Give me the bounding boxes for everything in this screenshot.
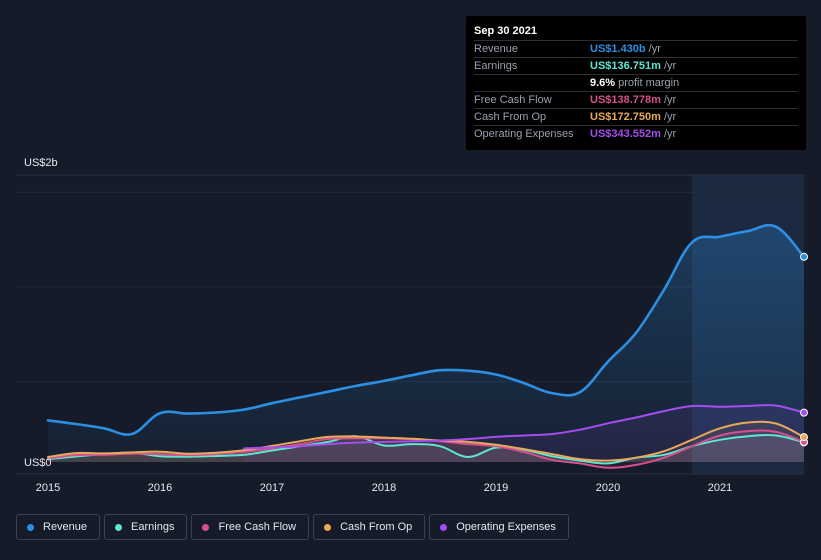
- tooltip-row: Earnings US$136.751m/yr: [474, 58, 798, 75]
- tooltip-row-label: Revenue: [474, 43, 519, 55]
- x-tick-label-2017: 2017: [260, 482, 284, 494]
- revenue-line: [46, 223, 806, 436]
- operating-expenses-line: [243, 404, 805, 450]
- x-tick-label-2019: 2019: [484, 482, 508, 494]
- legend-dot-icon: [440, 523, 448, 531]
- earnings-line: [47, 433, 805, 465]
- x-tick-label-2020: 2020: [596, 482, 620, 494]
- x-tick-label-2021: 2021: [708, 482, 732, 494]
- tooltip-row-value: US$1.430b: [590, 43, 646, 55]
- y-axis-top-label: US$2b: [24, 157, 58, 169]
- tooltip-row-unit: /yr: [648, 43, 661, 55]
- earnings-area: [48, 434, 804, 464]
- tooltip-date: Sep 30 2021: [474, 23, 798, 41]
- tooltip-row-unit: /yr: [663, 128, 677, 140]
- series-lines: [46, 223, 806, 469]
- tooltip-row: Free Cash Flow US$138.778m/yr: [474, 92, 798, 109]
- tooltip-row-label: Cash From Op: [474, 111, 547, 123]
- tooltip-row-unit: /yr: [663, 111, 677, 123]
- legend-item-operating-expenses[interactable]: Operating Expenses: [429, 514, 569, 540]
- legend-dot-icon: [27, 523, 34, 531]
- legend-item-free-cash-flow[interactable]: Free Cash Flow: [191, 514, 310, 540]
- series-end-markers: [800, 252, 808, 447]
- x-axis-ticks: 2015 2016 2017 2018 2019 2020 2021: [36, 482, 732, 494]
- revenue-area: [48, 225, 804, 462]
- tooltip-row-label: Free Cash Flow: [474, 94, 552, 106]
- legend-label: Free Cash Flow: [218, 521, 297, 533]
- tooltip-row-unit: /yr: [663, 60, 677, 72]
- chart: US$2b US$0 2015 2016 2017 2018 2019 2020 2021: [16, 157, 808, 494]
- cash-from-op-end-marker: [800, 433, 808, 442]
- tooltip-row-value: US$138.778m: [590, 94, 661, 106]
- tooltip-row-value: US$172.750m: [590, 111, 661, 123]
- tooltip-row-value: US$343.552m: [590, 128, 661, 140]
- tooltip-row-unit: profit margin: [618, 77, 680, 89]
- legend-item-cash-from-op[interactable]: Cash From Op: [313, 514, 426, 540]
- series-areas: [48, 225, 804, 468]
- legend: Revenue Earnings Free Cash Flow Cash From O…: [16, 514, 569, 542]
- operating-expenses-area: [244, 405, 804, 462]
- tooltip-row: Revenue US$1.430b/yr: [474, 41, 798, 58]
- revenue-end-marker: [800, 252, 808, 261]
- tooltip: Sep 30 2021 Revenue US$1.430b/yr Earnings U…: [466, 16, 806, 150]
- x-tick-label-2016: 2016: [148, 482, 172, 494]
- legend-item-revenue[interactable]: Revenue: [16, 514, 101, 540]
- x-tick-label-2018: 2018: [372, 482, 396, 494]
- tooltip-row-label: Earnings: [474, 60, 518, 72]
- legend-label: Earnings: [131, 521, 175, 533]
- tooltip-row-unit: /yr: [663, 94, 677, 106]
- y-axis-bottom-label: US$0: [24, 457, 52, 469]
- tooltip-row-label: Operating Expenses: [474, 128, 574, 140]
- legend-label: Cash From Op: [340, 521, 413, 533]
- legend-label: Operating Expenses: [456, 521, 556, 533]
- legend-item-earnings[interactable]: Earnings: [104, 514, 188, 540]
- free-cash-flow-area: [48, 430, 804, 468]
- tooltip-row: 9.6% profit margin: [474, 75, 798, 92]
- tooltip-row: Operating Expenses US$343.552m/yr: [474, 126, 798, 142]
- legend-dot-icon: [324, 523, 332, 531]
- tooltip-row-value: US$136.751m: [590, 60, 661, 72]
- operating-expenses-end-marker: [800, 408, 808, 417]
- x-tick-label-2015: 2015: [36, 482, 60, 494]
- tooltip-row: Cash From Op US$172.750m/yr: [474, 109, 798, 126]
- tooltip-row-label: [474, 75, 590, 91]
- cash-from-op-line: [47, 420, 805, 462]
- tooltip-row-value: 9.6%: [590, 77, 616, 89]
- legend-label: Revenue: [43, 521, 88, 533]
- legend-dot-icon: [202, 523, 210, 531]
- legend-dot-icon: [115, 523, 123, 531]
